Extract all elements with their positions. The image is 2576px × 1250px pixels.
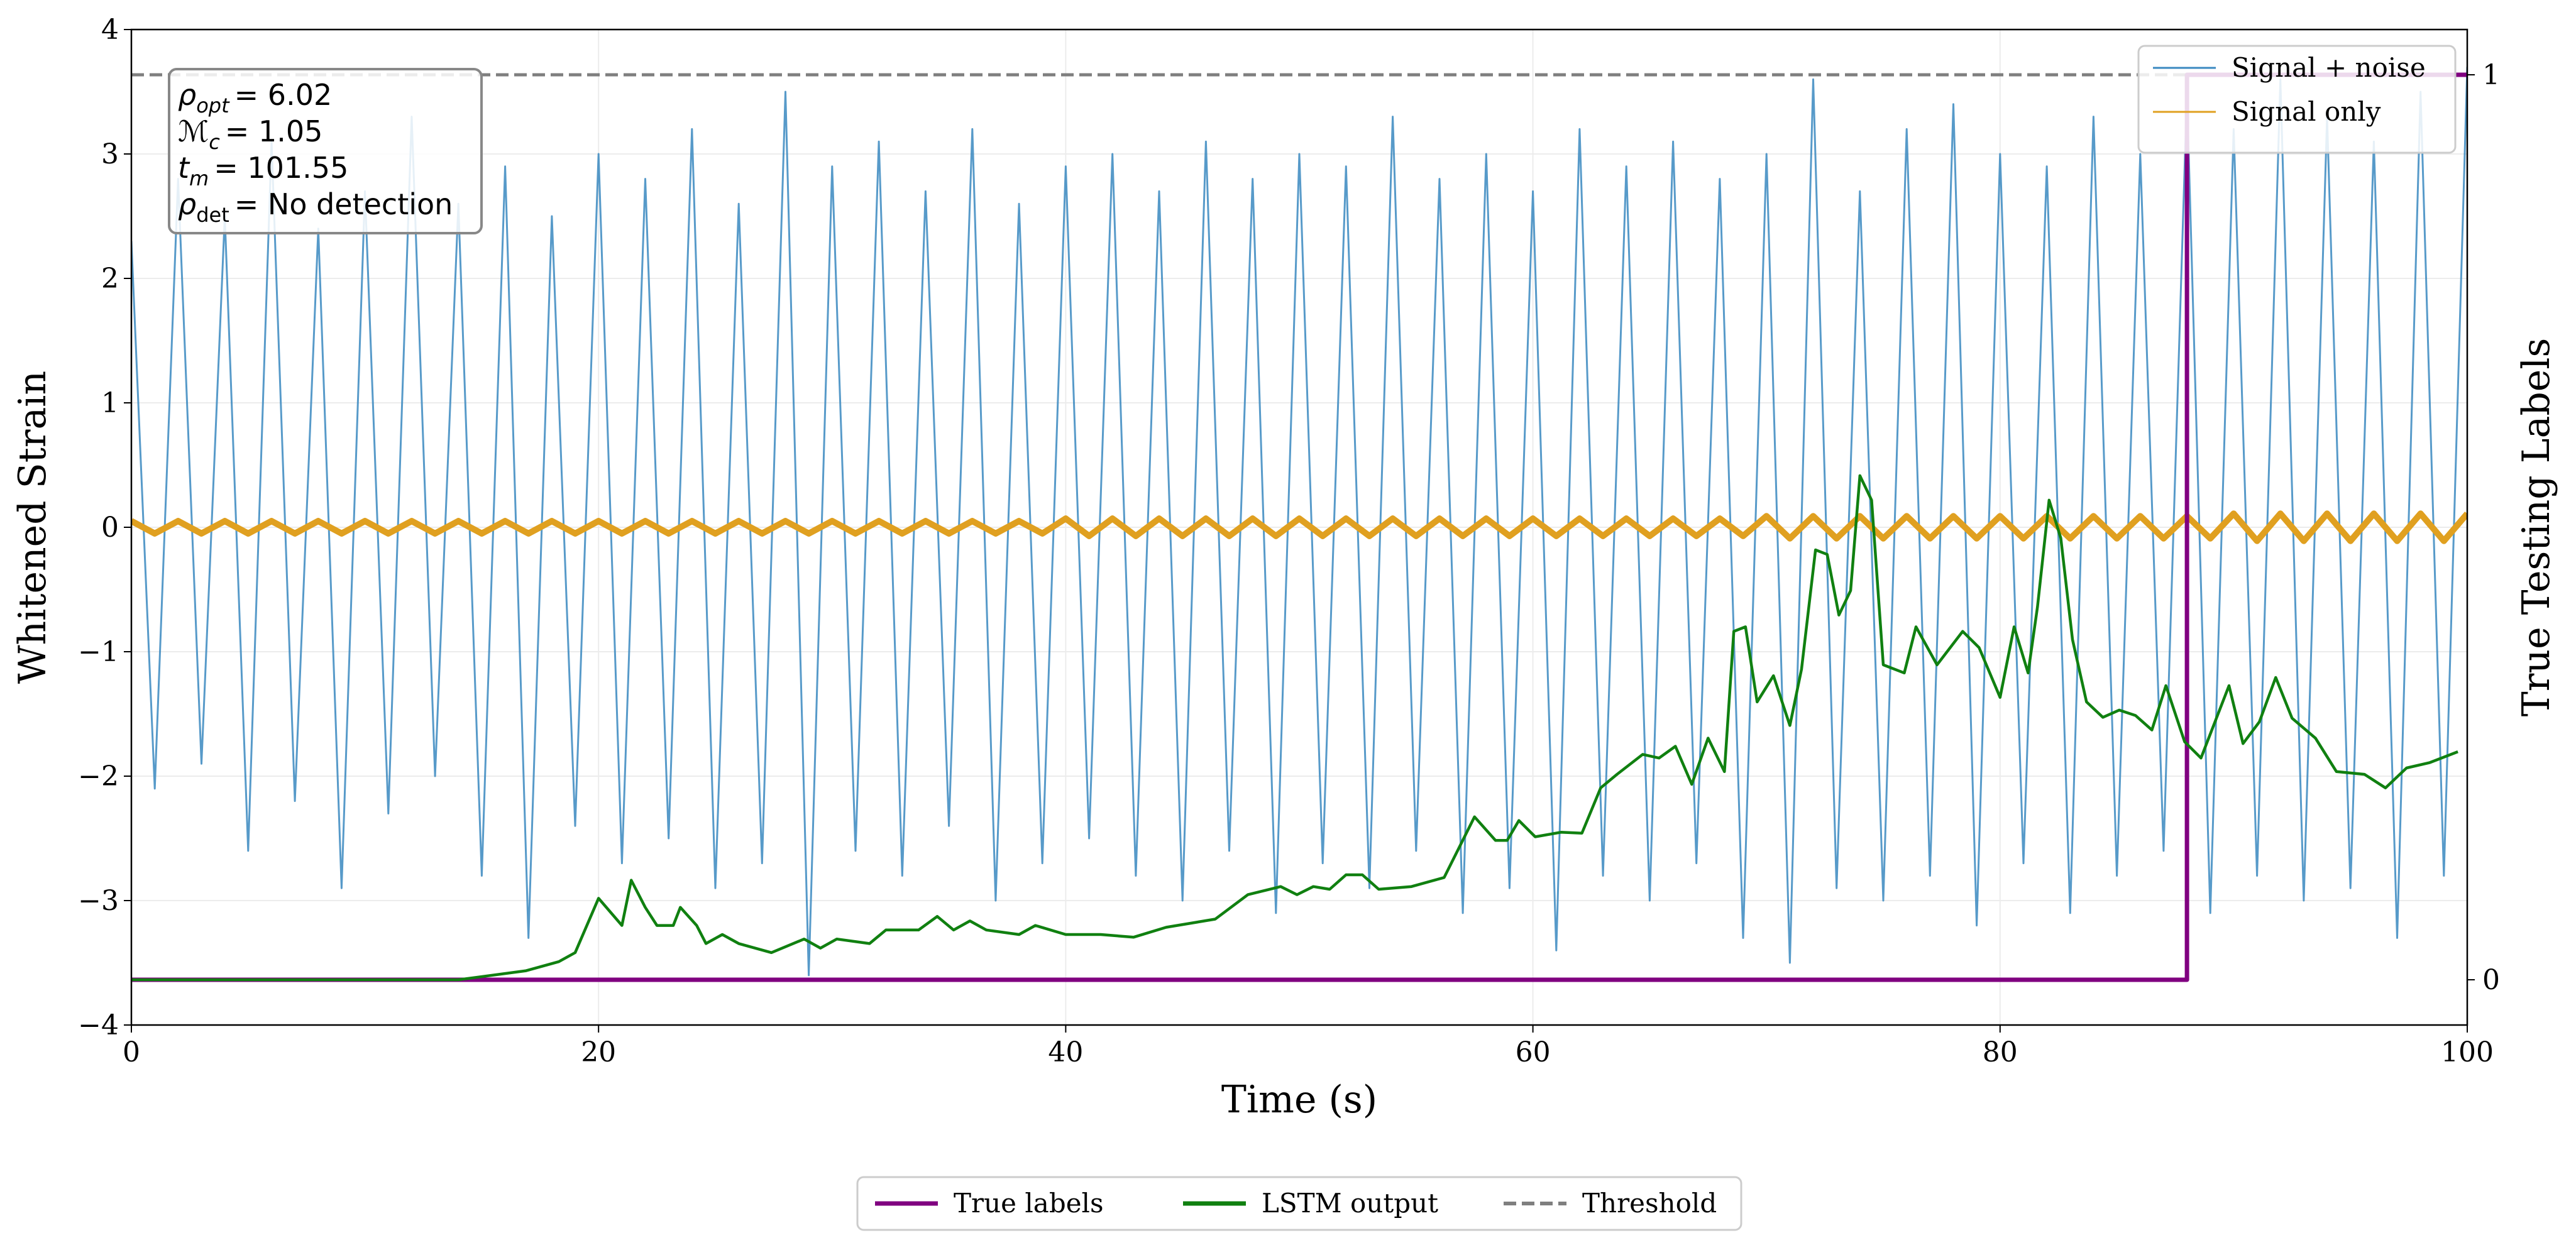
annotation: ℳc = 1.05 [178,114,322,154]
annotation-symbol: ρ [178,78,196,112]
annotation-text: = 1.05 [225,114,323,148]
annotation-text: = 101.55 [214,151,348,185]
series-line [131,474,2458,982]
annotation-box [168,68,483,234]
legend-box [856,1176,1742,1231]
legend-label: Signal only [2232,96,2381,127]
annotation: ρopt = 6.02 [178,78,332,118]
annotation: ρdet = No detection [178,187,453,227]
annotation-subscript: c [209,130,220,154]
y-tick-label: −1 [78,636,119,668]
annotation: tm = 101.55 [178,151,348,190]
annotation-symbol: t [178,151,190,185]
legend-label: True labels [954,1188,1104,1219]
annotation-subscript: m [189,167,209,190]
annotation-symbol: ρ [178,187,196,221]
legend-label: Threshold [1582,1188,1717,1219]
x-tick-label: 20 [581,1036,616,1068]
x-tick-label: 40 [1048,1036,1083,1068]
y-tick-label: −2 [78,760,119,792]
legend-label: Signal + noise [2232,52,2426,83]
y-tick-label: 0 [101,512,119,544]
y-tick-label: 3 [101,138,119,170]
annotation-text: = 6.02 [234,78,333,112]
x-tick-label: 100 [2441,1036,2494,1068]
x-tick-label: 0 [123,1036,140,1068]
annotation-text: = No detection [234,187,453,221]
y-axis-label: Whitened Strain [11,371,55,684]
legend-box [2137,45,2457,154]
x-axis-label: Time (s) [1221,1078,1377,1122]
y-tick-label: −3 [78,885,119,917]
annotation-symbol: ℳ [178,114,209,148]
plot-frame [130,28,2469,1026]
y2-tick-label: 1 [2482,59,2500,91]
y2-axis-label: True Testing Labels [2514,338,2558,717]
legend-label: LSTM output [1262,1188,1438,1219]
y-tick-label: 1 [101,387,119,419]
y2-tick-label: 0 [2482,964,2500,996]
series-line [131,67,2467,977]
y-tick-label: 4 [101,14,119,46]
annotation-subscript: opt [196,94,230,118]
x-tick-label: 80 [1983,1036,2018,1068]
x-tick-label: 60 [1516,1036,1551,1068]
y-tick-label: 2 [101,263,119,295]
annotation-subscript: det [196,203,229,227]
y-tick-label: −4 [78,1009,119,1041]
series-line [131,510,2467,544]
